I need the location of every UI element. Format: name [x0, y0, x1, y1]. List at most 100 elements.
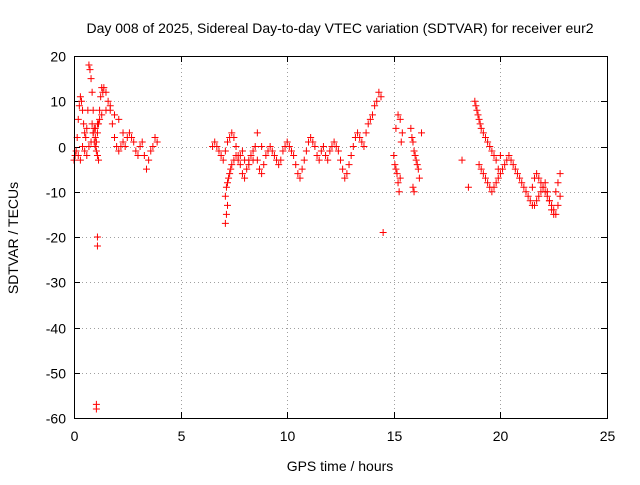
data-point [221, 147, 229, 155]
data-point [394, 179, 402, 187]
data-point [111, 133, 119, 141]
data-point [85, 143, 93, 150]
data-point [488, 188, 496, 196]
data-point [507, 156, 515, 164]
y-axis-label: SDTVAR / TECUs [5, 182, 21, 294]
data-point [80, 120, 88, 128]
data-point [326, 147, 334, 155]
data-point [537, 179, 545, 187]
data-point [266, 143, 274, 150]
data-point [153, 138, 161, 146]
data-point [217, 152, 225, 160]
data-point [486, 143, 494, 150]
x-tick-label: 20 [493, 428, 509, 444]
data-point [345, 161, 353, 169]
data-point [535, 192, 543, 200]
data-point [92, 405, 100, 413]
x-tick-label: 5 [178, 428, 186, 444]
data-point [102, 106, 110, 114]
data-point [270, 152, 278, 160]
data-point [100, 84, 108, 92]
data-point [505, 152, 513, 160]
data-point [307, 133, 315, 141]
data-point [341, 174, 349, 182]
data-point [472, 102, 480, 110]
data-point [224, 138, 232, 146]
data-point [339, 165, 347, 173]
data-point [377, 93, 385, 101]
data-point [477, 124, 485, 132]
data-point [356, 133, 364, 141]
data-point [279, 147, 287, 155]
data-point [496, 152, 504, 160]
data-point [93, 242, 101, 250]
data-point [411, 152, 419, 160]
data-point [373, 97, 381, 105]
data-point [92, 147, 100, 155]
data-point [513, 170, 521, 178]
data-point [219, 156, 227, 164]
chart-title: Day 008 of 2025, Sidereal Day-to-day VTE… [86, 20, 593, 36]
data-point [243, 165, 251, 173]
data-point [302, 147, 310, 155]
y-tick-label: -10 [46, 185, 66, 201]
data-point [332, 143, 340, 150]
data-point [410, 188, 418, 196]
data-point [473, 106, 481, 114]
data-point [128, 133, 136, 141]
data-point [360, 143, 368, 150]
data-point [391, 161, 399, 169]
data-point [136, 143, 144, 150]
x-tick-label: 25 [600, 428, 616, 444]
data-points-layer [70, 61, 564, 413]
data-point [541, 188, 549, 196]
data-point [317, 147, 325, 155]
data-point [134, 152, 142, 160]
data-point [409, 138, 417, 146]
data-point [119, 129, 127, 137]
data-point [228, 129, 236, 137]
data-point [364, 120, 372, 128]
data-point [545, 197, 553, 205]
data-point [236, 161, 244, 169]
data-point [249, 156, 257, 164]
data-point [347, 152, 355, 160]
data-point [311, 143, 319, 150]
data-point [238, 170, 246, 178]
data-point [292, 161, 300, 169]
y-tick-label: -20 [46, 230, 66, 246]
data-point [104, 97, 112, 105]
data-point [543, 192, 551, 200]
x-tick-label: 10 [280, 428, 296, 444]
data-point [496, 170, 504, 178]
data-point [115, 147, 123, 155]
data-point [268, 147, 276, 155]
data-point [228, 161, 236, 169]
data-point [499, 165, 507, 173]
data-point [324, 156, 332, 164]
data-point [375, 88, 383, 96]
data-point [85, 61, 93, 69]
data-point [410, 147, 418, 155]
data-point [395, 188, 403, 196]
data-point [140, 152, 148, 160]
data-point [226, 170, 234, 178]
data-point [313, 152, 321, 160]
data-point [138, 138, 146, 146]
data-point [96, 106, 104, 114]
data-point [322, 152, 330, 160]
data-point [492, 156, 500, 164]
data-point [91, 133, 99, 141]
data-point [149, 143, 157, 150]
data-point [394, 111, 402, 119]
data-point [522, 188, 530, 196]
data-point [531, 201, 539, 209]
data-point [315, 156, 323, 164]
data-point [296, 174, 304, 182]
data-point [260, 161, 268, 169]
data-point [83, 124, 91, 132]
data-point [224, 179, 232, 187]
data-point [88, 120, 96, 128]
data-point [535, 174, 543, 182]
